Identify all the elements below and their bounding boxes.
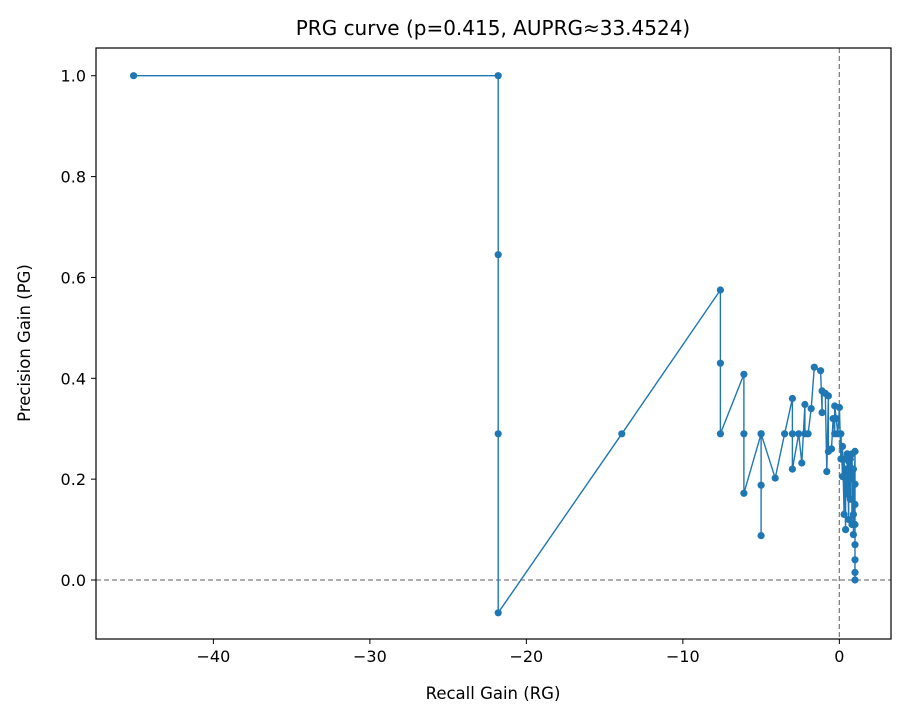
y-tick-label: 0.8 (61, 168, 86, 187)
y-tick-label: 0.2 (61, 470, 86, 489)
plot-area (95, 47, 892, 640)
data-point (740, 430, 748, 438)
series-layer (130, 72, 859, 617)
data-point (832, 415, 840, 423)
data-point (846, 495, 854, 503)
x-axis-label: Recall Gain (RG) (426, 684, 561, 703)
data-point (798, 459, 806, 467)
data-point (818, 409, 826, 417)
data-point (716, 286, 725, 294)
data-point (740, 489, 748, 497)
data-point (130, 72, 138, 80)
data-point (757, 481, 765, 489)
data-point (795, 430, 803, 438)
data-point (494, 609, 502, 617)
x-axis: −40 −30 −20 −10 0 (196, 639, 844, 666)
data-point (494, 251, 502, 259)
data-point (837, 430, 845, 438)
data-point (804, 430, 812, 438)
data-point (817, 367, 825, 375)
data-point (835, 403, 844, 412)
data-point (807, 405, 815, 413)
data-point (757, 430, 765, 438)
x-tick-label: −20 (509, 647, 543, 666)
y-tick-label: 0.0 (61, 571, 86, 590)
data-point (851, 576, 859, 584)
data-point (840, 510, 848, 518)
x-tick-label: −10 (666, 647, 700, 666)
y-tick-label: 0.6 (61, 268, 86, 287)
data-point (771, 474, 779, 482)
data-point (716, 430, 725, 438)
data-point (851, 447, 859, 455)
data-point (851, 500, 859, 508)
data-point (851, 520, 859, 529)
data-point (801, 400, 809, 409)
data-point (788, 430, 797, 438)
data-point (838, 473, 847, 481)
data-point (757, 532, 765, 540)
data-point (810, 363, 818, 371)
x-tick-label: −40 (196, 647, 230, 666)
data-point (851, 556, 859, 564)
y-axis: 0.0 0.2 0.4 0.6 0.8 1.0 (61, 67, 96, 590)
data-point (849, 465, 858, 473)
data-point (851, 541, 859, 549)
chart-title: PRG curve (p=0.415, AUPRG≈33.4524) (296, 16, 690, 40)
data-point (842, 465, 850, 473)
data-point (827, 445, 836, 453)
plot-frame (95, 47, 892, 640)
data-point (618, 430, 626, 438)
y-tick-label: 1.0 (61, 67, 86, 86)
data-point (849, 531, 858, 539)
data-point (494, 430, 502, 438)
y-axis-label: Precision Gain (PG) (15, 264, 34, 422)
data-point (781, 430, 789, 438)
data-point (824, 392, 833, 400)
data-point (851, 480, 859, 488)
data-point (788, 394, 797, 403)
data-point (740, 370, 748, 378)
x-tick-label: 0 (834, 647, 844, 666)
reference-lines (96, 48, 891, 639)
x-tick-label: −30 (353, 647, 387, 666)
data-point (494, 72, 502, 80)
y-tick-label: 0.4 (61, 369, 86, 388)
data-point (716, 359, 725, 367)
data-point (788, 465, 797, 473)
data-point (849, 510, 858, 518)
data-point (842, 526, 850, 534)
data-point (823, 468, 831, 476)
data-point (838, 442, 847, 450)
data-point (851, 568, 859, 577)
